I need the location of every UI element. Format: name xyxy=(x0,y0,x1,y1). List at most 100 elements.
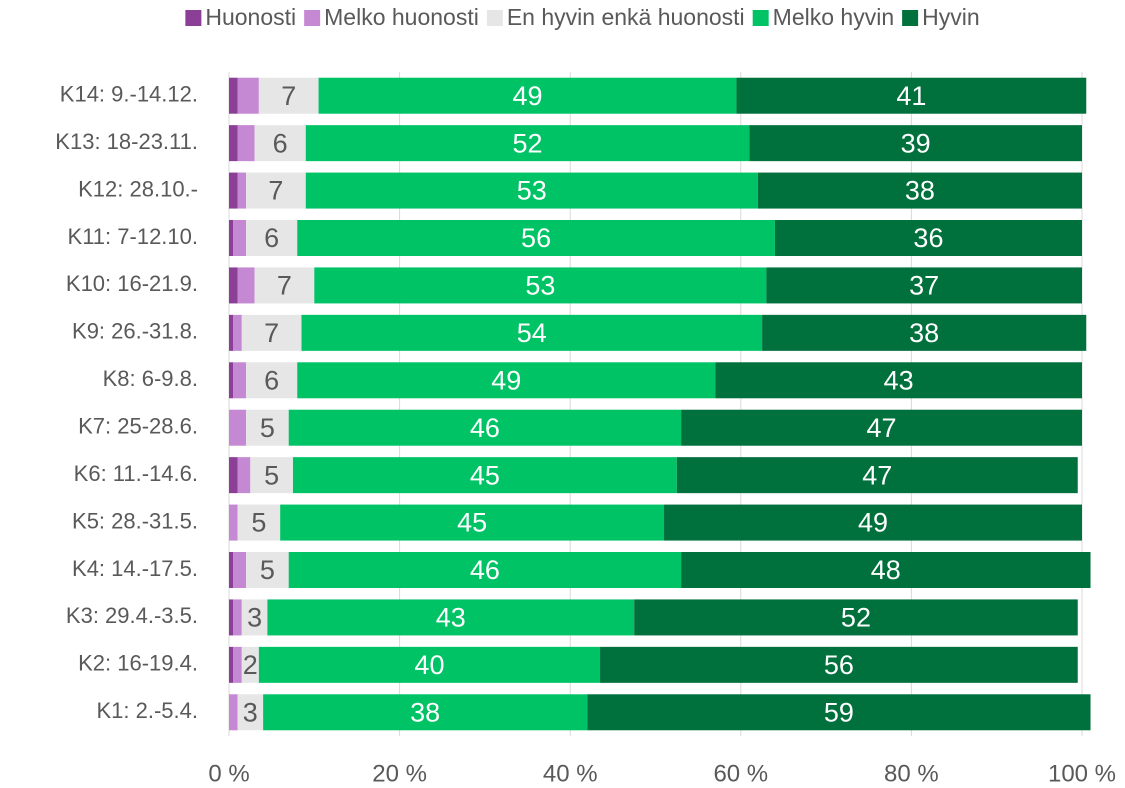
bar-segment xyxy=(288,409,682,446)
data-label: 39 xyxy=(901,128,931,158)
y-tick-label: K10: 16-21.9. xyxy=(66,271,198,296)
bar-segment xyxy=(258,77,319,114)
bar-segment xyxy=(587,694,1091,731)
legend-label: Hyvin xyxy=(922,4,980,30)
data-label: 48 xyxy=(871,555,901,585)
bar-segment xyxy=(233,362,247,399)
y-tick-label: K7: 25-28.6. xyxy=(78,414,198,439)
bar-segment xyxy=(314,267,767,304)
legend-swatch xyxy=(902,10,919,26)
x-tick-label: 40 % xyxy=(543,760,598,787)
bar-segment xyxy=(280,504,665,541)
data-label: 38 xyxy=(905,176,935,206)
bar-segment xyxy=(233,599,242,636)
bar-segment xyxy=(237,125,255,162)
bar-segment xyxy=(237,504,281,541)
legend-label: En hyvin enkä huonosti xyxy=(507,4,745,30)
bar-segment xyxy=(233,552,247,588)
bar-segment xyxy=(233,314,242,351)
x-tick-label: 20 % xyxy=(372,760,427,787)
bar-segment xyxy=(297,362,716,399)
bar-segment xyxy=(237,172,247,209)
y-tick-label: K5: 28.-31.5. xyxy=(72,508,198,533)
y-tick-label: K3: 29.4.-3.5. xyxy=(66,603,198,628)
x-tick-label: 100 % xyxy=(1048,760,1116,787)
legend-swatch xyxy=(304,10,321,26)
bar-segment xyxy=(305,125,750,162)
data-label: 6 xyxy=(264,223,279,253)
bar-segment xyxy=(229,267,238,304)
data-label: 5 xyxy=(260,555,275,585)
bar-segment xyxy=(229,172,238,209)
bar-segment xyxy=(237,267,255,304)
bar-segment xyxy=(229,457,238,494)
bar-segment xyxy=(664,504,1082,541)
y-tick-label: K13: 18-23.11. xyxy=(55,129,198,154)
data-label: 49 xyxy=(513,81,543,111)
data-label: 46 xyxy=(470,555,500,585)
bar-segment xyxy=(241,599,268,636)
bar-segment xyxy=(250,457,293,494)
data-label: 38 xyxy=(909,318,939,348)
x-tick-label: 0 % xyxy=(208,760,249,787)
data-label: 40 xyxy=(414,650,444,680)
bar-segment xyxy=(229,77,238,114)
data-label: 53 xyxy=(517,176,547,206)
y-tick-label: K9: 26.-31.8. xyxy=(72,319,198,344)
bar-segment xyxy=(246,409,289,446)
data-label: 45 xyxy=(470,460,500,490)
y-tick-label: K12: 28.10.- xyxy=(78,176,198,201)
data-label: 59 xyxy=(824,697,854,727)
bar-segment xyxy=(254,125,306,162)
data-label: 49 xyxy=(858,508,888,538)
data-label: 46 xyxy=(470,413,500,443)
bar-segment xyxy=(258,646,601,683)
data-label: 53 xyxy=(525,271,555,301)
bar-segment xyxy=(229,409,247,446)
data-label: 43 xyxy=(884,365,914,395)
data-label: 7 xyxy=(264,318,279,348)
bar-segment xyxy=(681,409,1082,446)
bar-segment xyxy=(774,220,1082,256)
bar-segment xyxy=(301,314,763,351)
x-tick-label: 60 % xyxy=(713,760,768,787)
data-label: 7 xyxy=(268,176,283,206)
data-label: 52 xyxy=(513,128,543,158)
bar-segment xyxy=(715,362,1082,399)
y-tick-label: K1: 2.-5.4. xyxy=(96,698,198,723)
bar-segment xyxy=(229,362,234,399)
legend-swatch xyxy=(752,10,769,26)
data-label: 47 xyxy=(867,413,897,443)
bar-segment xyxy=(229,125,238,162)
data-label: 56 xyxy=(521,223,551,253)
data-label: 7 xyxy=(277,271,292,301)
bar-segment xyxy=(246,362,298,399)
y-tick-label: K11: 7-12.10. xyxy=(68,224,198,249)
bar-segment xyxy=(229,599,234,636)
data-label: 43 xyxy=(436,603,466,633)
bar-segment xyxy=(766,267,1082,304)
y-tick-label: K2: 16-19.4. xyxy=(78,651,198,676)
bar-segment xyxy=(229,552,234,588)
bar-segment xyxy=(267,599,635,636)
data-label: 45 xyxy=(457,508,487,538)
bar-segment xyxy=(241,646,259,683)
bar-segment xyxy=(263,694,588,731)
bar-segment xyxy=(237,457,251,494)
y-tick-label: K4: 14.-17.5. xyxy=(72,556,198,581)
data-label: 5 xyxy=(260,413,275,443)
data-label: 47 xyxy=(862,460,892,490)
bar-segment xyxy=(237,77,259,114)
bar-segment xyxy=(305,172,758,209)
bar-segment xyxy=(246,172,306,209)
data-label: 3 xyxy=(247,603,262,633)
bar-segment xyxy=(246,220,298,256)
data-label: 6 xyxy=(273,128,288,158)
data-label: 56 xyxy=(824,650,854,680)
y-tick-label: K6: 11.-14.6. xyxy=(74,461,198,486)
bar-segment xyxy=(229,646,234,683)
bar-segment xyxy=(749,125,1082,162)
bar-segment xyxy=(681,552,1091,588)
legend-swatch xyxy=(185,10,202,26)
